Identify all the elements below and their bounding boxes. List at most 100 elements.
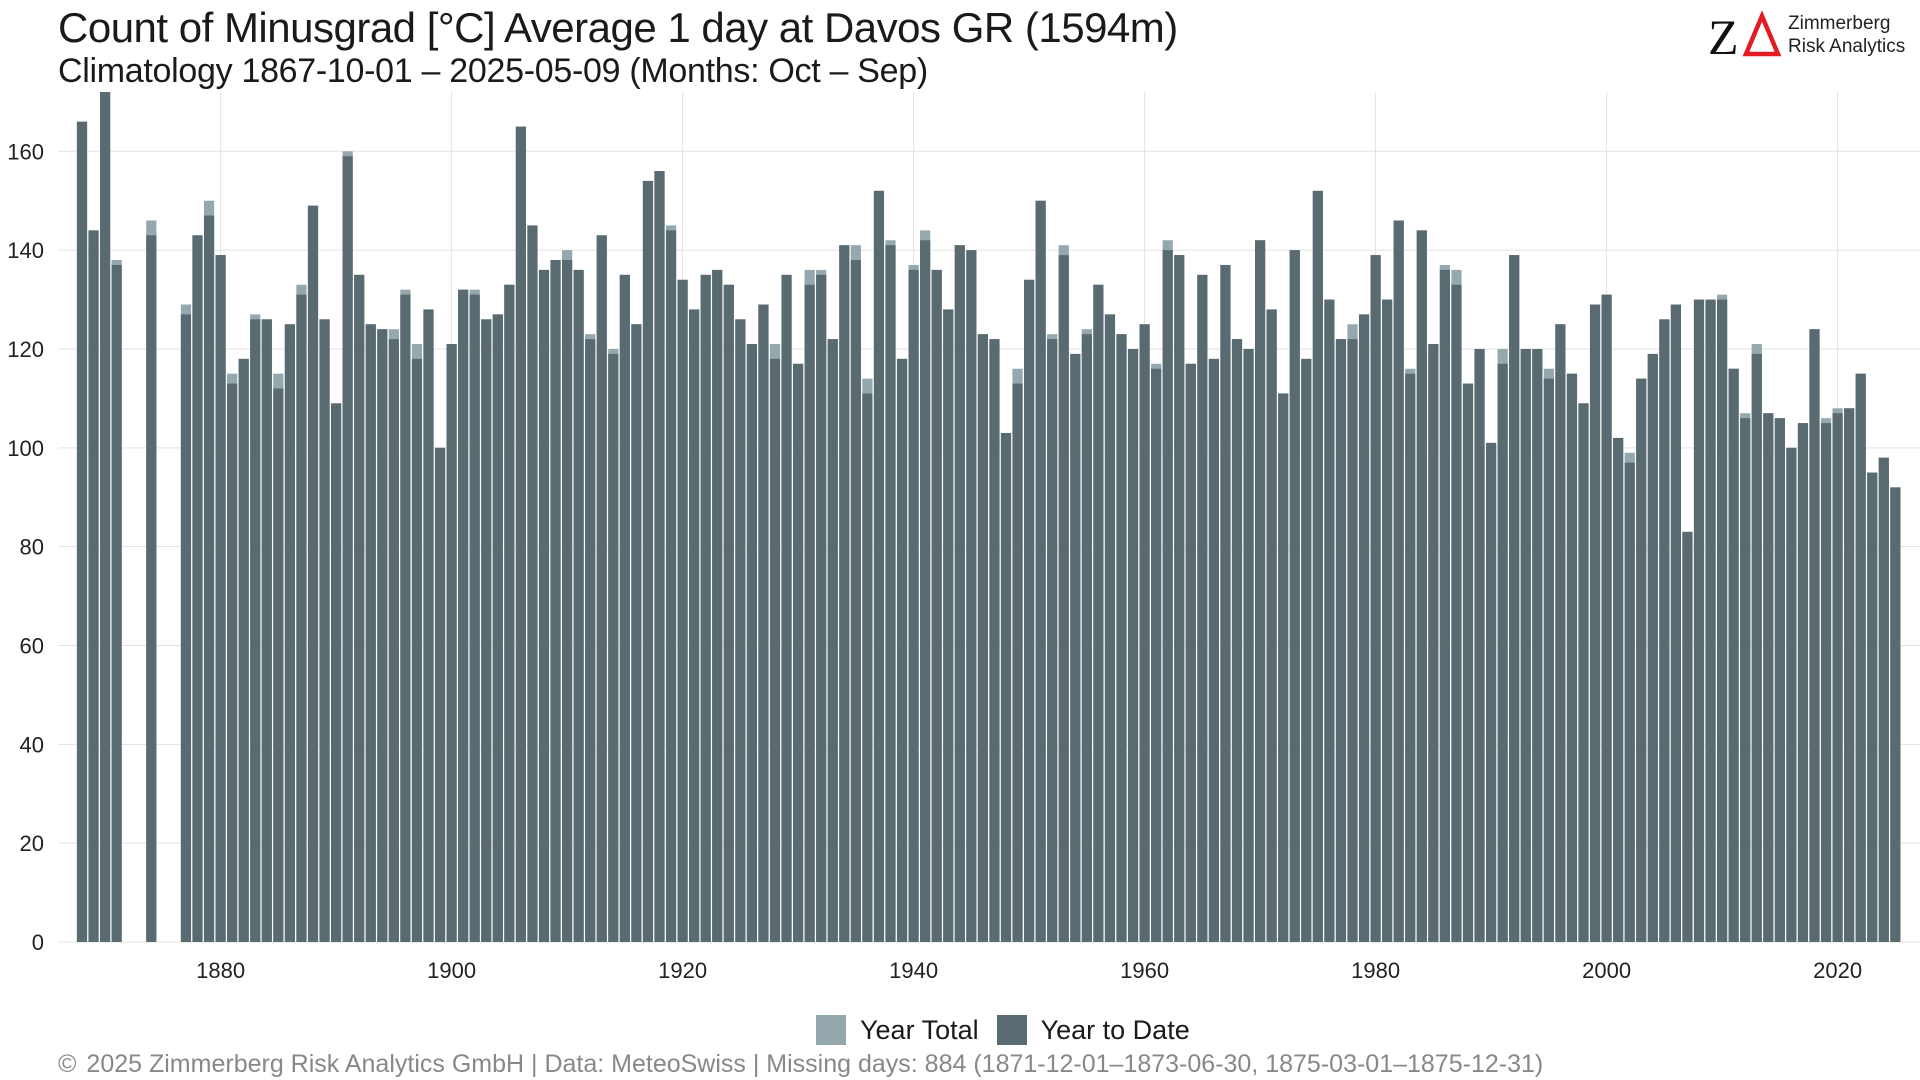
bar-year-to-date — [1855, 373, 1866, 942]
bar-year-to-date — [146, 235, 157, 942]
logo-text: Zimmerberg Risk Analytics — [1788, 12, 1905, 58]
bar-year-to-date — [1832, 413, 1843, 942]
bar-year-to-date — [1081, 334, 1092, 943]
bar-year-to-date — [989, 339, 1000, 942]
bar-year-to-date — [1151, 368, 1162, 943]
bar-year-to-date — [1867, 472, 1878, 942]
bar-year-to-date — [1058, 255, 1069, 942]
bar-year-to-date — [1670, 304, 1681, 942]
bar-year-to-date — [469, 294, 480, 942]
bar-year-to-date — [1035, 200, 1046, 942]
bar-year-to-date — [319, 319, 330, 943]
bar-year-to-date — [1474, 348, 1485, 942]
bar-year-to-date — [1382, 299, 1393, 943]
legend: Year Total Year to Date — [816, 1014, 1208, 1046]
bar-year-to-date — [504, 284, 515, 942]
bar-year-to-date — [331, 403, 342, 942]
bar-year-to-date — [954, 245, 965, 942]
bar-year-to-date — [250, 319, 261, 943]
bar-year-to-date — [1786, 447, 1797, 942]
bar-year-to-date — [365, 324, 376, 942]
bar-year-to-date — [1000, 432, 1012, 942]
bar-year-to-date — [746, 344, 757, 942]
bar-year-to-date — [1416, 230, 1427, 943]
bar-year-to-date — [816, 274, 827, 942]
bar-year-to-date — [1636, 378, 1647, 942]
bar-year-to-date — [1520, 348, 1531, 942]
y-tick-label: 0 — [32, 930, 44, 955]
bar-year-to-date — [284, 324, 295, 942]
bar-year-to-date — [908, 269, 919, 942]
bar-year-to-date — [873, 190, 885, 942]
x-tick-label: 1980 — [1351, 958, 1400, 983]
bar-year-to-date — [458, 289, 469, 942]
bar-year-to-date — [400, 294, 411, 942]
bar-year-to-date — [1624, 462, 1635, 942]
bar-year-to-date — [1890, 487, 1901, 942]
bar-year-to-date — [1555, 324, 1566, 942]
bar-year-to-date — [1393, 220, 1404, 942]
bars-year-to-date — [76, 92, 1901, 943]
bar-year-to-date — [1289, 250, 1300, 943]
bar-year-to-date — [1462, 383, 1474, 942]
chart-title: Count of Minusgrad [°C] Average 1 day at… — [58, 4, 1178, 51]
y-tick-label: 140 — [7, 238, 44, 263]
bar-year-to-date — [839, 245, 850, 942]
bar-year-to-date — [931, 269, 942, 942]
bar-year-to-date — [1127, 348, 1139, 942]
bar-year-to-date — [377, 329, 388, 942]
bar-year-to-date — [1024, 279, 1035, 942]
bar-year-to-date — [1647, 353, 1658, 943]
bar-year-to-date — [562, 260, 573, 942]
x-tick-label: 1920 — [658, 958, 707, 983]
bar-year-to-date — [943, 309, 954, 942]
bar-year-to-date — [665, 230, 677, 943]
bar-year-to-date — [896, 358, 908, 942]
bar-year-to-date — [1324, 299, 1335, 943]
bar-year-to-date — [1820, 423, 1832, 943]
bar-year-to-date — [481, 319, 492, 943]
bar-year-to-date — [446, 344, 457, 942]
bar-year-to-date — [862, 393, 873, 942]
bar-year-to-date — [677, 279, 688, 942]
bar-year-to-date — [596, 235, 607, 942]
bar-year-to-date — [1197, 274, 1208, 942]
bar-year-to-date — [411, 358, 423, 942]
bar-year-to-date — [1312, 190, 1323, 942]
legend-swatch-year-to-date — [996, 1015, 1027, 1045]
bar-year-to-date — [1139, 324, 1150, 942]
bar-year-to-date — [758, 304, 769, 942]
bar-year-to-date — [100, 92, 111, 942]
logo-line-2: Risk Analytics — [1788, 36, 1906, 57]
bar-year-to-date — [307, 205, 319, 943]
bar-year-to-date — [273, 388, 284, 943]
copyright-symbol: © — [58, 1050, 77, 1078]
bar-year-to-date — [608, 353, 619, 943]
bar-year-to-date — [1266, 309, 1277, 942]
bar-year-to-date — [1613, 437, 1624, 942]
y-tick-label: 60 — [20, 633, 44, 658]
bar-year-to-date — [1566, 373, 1578, 942]
bar-year-to-date — [619, 274, 630, 942]
bar-year-to-date — [1185, 363, 1196, 942]
x-axis: 1880 1900 1920 1940 1960 1980 2000 2020 — [196, 958, 1862, 983]
legend-item-year-to-date: Year to Date — [996, 1015, 1190, 1046]
bar-chart: 0 20 40 60 80 100 120 140 160 1880 1900 1920 1940 19… — [7, 92, 1920, 983]
bar-year-to-date — [920, 240, 931, 943]
logo-line-1: Zimmerberg — [1788, 13, 1891, 34]
bar-year-to-date — [1728, 368, 1739, 943]
x-tick-label: 1900 — [427, 958, 476, 983]
bar-year-to-date — [585, 339, 596, 942]
bar-year-to-date — [1162, 250, 1173, 943]
bar-year-to-date — [1844, 408, 1855, 943]
bar-year-to-date — [977, 334, 988, 943]
bar-year-to-date — [423, 309, 434, 942]
bar-year-to-date — [793, 363, 804, 942]
bar-year-to-date — [1208, 358, 1219, 942]
bar-year-to-date — [689, 309, 700, 942]
bar-year-to-date — [1451, 284, 1462, 942]
bar-year-to-date — [1532, 348, 1543, 942]
bar-year-to-date — [515, 126, 526, 943]
bar-year-to-date — [1509, 255, 1520, 942]
legend-swatch-year-total — [816, 1015, 846, 1045]
